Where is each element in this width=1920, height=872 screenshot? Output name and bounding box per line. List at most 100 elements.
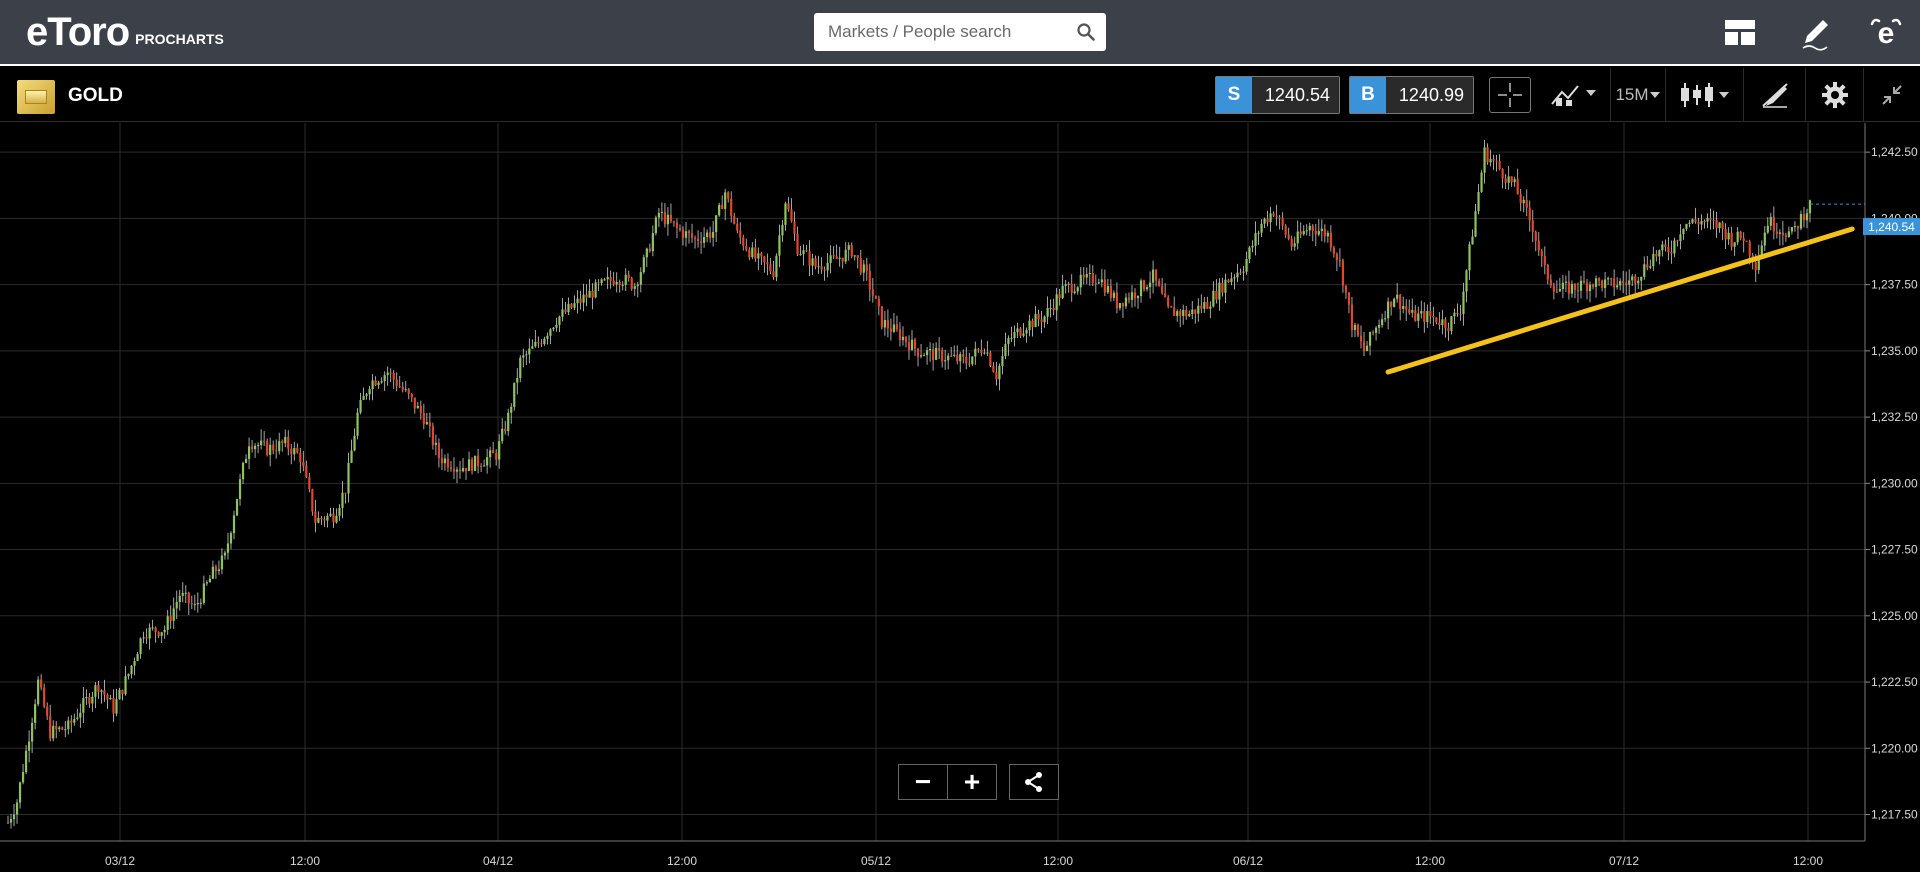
- search-box[interactable]: [814, 13, 1106, 51]
- candle: [483, 459, 486, 467]
- candle: [419, 400, 422, 420]
- candle: [1350, 297, 1354, 338]
- layout-icon[interactable]: [1720, 13, 1760, 53]
- candle: [1676, 239, 1679, 247]
- candle: [1760, 240, 1763, 256]
- candle: [702, 227, 706, 248]
- sell-button[interactable]: S 1240.54: [1215, 76, 1340, 114]
- y-tick-label: 1,217.50: [1871, 808, 1918, 822]
- candle: [522, 348, 525, 368]
- candle: [359, 392, 362, 415]
- candle: [555, 317, 558, 332]
- candle: [1537, 231, 1540, 256]
- etoro-profile-icon[interactable]: e: [1866, 13, 1906, 53]
- timeframe-dropdown[interactable]: 15M: [1610, 68, 1665, 122]
- candle: [1067, 281, 1070, 293]
- candle: [748, 247, 751, 261]
- candle: [1498, 154, 1501, 171]
- share-button[interactable]: [1009, 764, 1059, 800]
- candle: [88, 693, 91, 708]
- candle: [1555, 280, 1558, 293]
- candle: [1805, 208, 1809, 229]
- candle: [1182, 304, 1185, 325]
- candle: [1311, 224, 1314, 242]
- candle: [983, 348, 986, 355]
- settings-button[interactable]: [1805, 68, 1863, 122]
- search-input[interactable]: [814, 13, 1092, 51]
- candle-style-button[interactable]: [1665, 68, 1743, 122]
- crosshair-button[interactable]: [1484, 68, 1536, 122]
- drawing-tools-button[interactable]: [1743, 68, 1805, 122]
- candle: [745, 238, 748, 252]
- candle: [1733, 242, 1736, 256]
- candle: [1745, 240, 1748, 243]
- chart-type-button[interactable]: [1540, 68, 1610, 122]
- candle: [1447, 322, 1450, 341]
- candle: [437, 438, 441, 468]
- candle: [1314, 223, 1317, 247]
- candle: [1778, 229, 1781, 246]
- candle: [603, 277, 606, 281]
- candle: [1194, 309, 1197, 324]
- candle: [410, 393, 413, 403]
- chart-canvas[interactable]: 1,242.501,240.001,237.501,235.001,232.50…: [0, 123, 1920, 872]
- candle: [94, 682, 97, 709]
- zoom-out-button[interactable]: −: [898, 764, 948, 800]
- candle: [609, 270, 612, 289]
- candle: [184, 585, 187, 603]
- trendline-layer: [1385, 203, 1865, 375]
- candle: [1637, 276, 1640, 290]
- candle: [1510, 176, 1513, 187]
- candle: [169, 605, 172, 629]
- candle: [913, 337, 917, 356]
- candle: [877, 295, 880, 316]
- collapse-icon: [1882, 85, 1902, 105]
- candle: [1239, 268, 1242, 276]
- candle: [1766, 217, 1769, 234]
- candle: [205, 580, 208, 586]
- candle: [1356, 323, 1360, 338]
- x-tick-label: 03/12: [105, 854, 135, 868]
- candle: [561, 298, 564, 322]
- price-chart[interactable]: 1,242.501,240.001,237.501,235.001,232.50…: [0, 123, 1920, 872]
- collapse-button[interactable]: [1863, 68, 1920, 122]
- candle: [721, 195, 724, 210]
- candle: [311, 488, 314, 516]
- candle: [458, 460, 462, 479]
- instrument-name[interactable]: GOLD: [68, 85, 123, 106]
- candle: [1399, 293, 1402, 321]
- etoro-logo[interactable]: eToro PROCHARTS: [26, 8, 224, 52]
- candle: [452, 457, 456, 480]
- candle: [1634, 274, 1637, 294]
- candle: [1661, 240, 1664, 257]
- zoom-in-button[interactable]: +: [947, 764, 997, 800]
- candle: [1167, 295, 1170, 309]
- candle: [272, 440, 275, 455]
- candle: [1573, 283, 1577, 299]
- search-icon[interactable]: [1076, 22, 1096, 42]
- candle: [1649, 259, 1652, 270]
- candle: [1317, 219, 1320, 237]
- candle: [320, 516, 323, 525]
- candle: [395, 372, 398, 392]
- candle: [1486, 143, 1489, 165]
- candle: [1124, 293, 1128, 309]
- candle: [1703, 219, 1706, 229]
- candle: [1525, 189, 1528, 217]
- candle: [416, 402, 419, 409]
- buy-button[interactable]: B 1240.99: [1349, 76, 1474, 114]
- candle: [1185, 305, 1188, 320]
- candle: [657, 208, 660, 228]
- pencil-icon[interactable]: [1795, 13, 1835, 53]
- candle: [898, 322, 902, 347]
- candle: [1712, 210, 1715, 230]
- candle: [925, 346, 929, 365]
- trendline[interactable]: [1385, 226, 1855, 375]
- candle: [1513, 176, 1516, 187]
- candle: [1296, 220, 1299, 250]
- candle: [675, 218, 679, 239]
- candle: [1450, 315, 1453, 335]
- candle: [919, 344, 923, 359]
- candle: [157, 631, 160, 639]
- candle: [1730, 226, 1733, 251]
